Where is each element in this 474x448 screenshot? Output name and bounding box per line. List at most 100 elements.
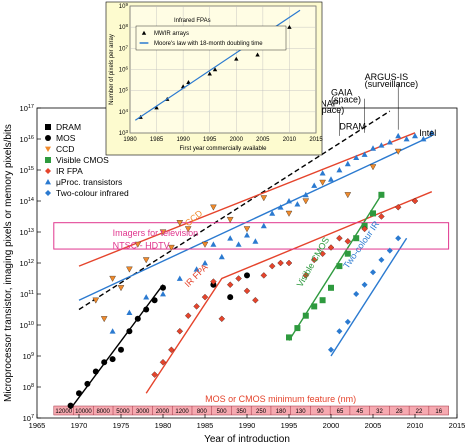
x-tick-label: 2015: [449, 421, 466, 430]
y-axis-ticks: 107 108 109 1010 1011 1012 1013 1014 1015 1016 101…: [20, 104, 41, 423]
annotation-label: (surveillance): [365, 79, 419, 89]
data-point: [403, 136, 410, 142]
data-point: [176, 220, 184, 227]
data-point: [277, 259, 284, 267]
feature-size-label: 65: [337, 409, 344, 415]
x-tick-label: 1985: [197, 421, 214, 430]
x-axis-ticks: 1965 1970 1975 1980 1985 1990 1995 2000 2005 2010…: [29, 414, 466, 430]
data-point: [226, 217, 234, 223]
data-point: [394, 203, 402, 211]
annotation-label: SNAP: [314, 98, 339, 108]
data-point: [319, 297, 326, 304]
data-point: [420, 136, 427, 142]
data-point: [160, 291, 166, 297]
data-point: [277, 204, 284, 210]
y-tick-label: 1015: [20, 166, 34, 175]
x-tick-label: 1980: [155, 421, 172, 430]
inset-x-tick-label: 1990: [176, 137, 190, 143]
data-point: [202, 260, 208, 266]
data-point: [395, 132, 402, 139]
data-point: [294, 325, 301, 332]
y-tick-label: 107: [23, 414, 34, 423]
inset-data-point: [212, 67, 218, 72]
data-point: [386, 247, 393, 254]
tv-imager-box: [53, 222, 450, 250]
data-point: [227, 235, 234, 241]
data-point: [370, 269, 376, 276]
data-point: [201, 241, 209, 248]
legend-marker: [45, 190, 51, 196]
annotation-label: NTSC - HDTV: [113, 240, 170, 250]
inset-legend-marker: [141, 30, 147, 35]
data-point: [67, 402, 74, 409]
data-point: [243, 226, 251, 233]
data-point: [294, 201, 301, 207]
data-point: [378, 191, 385, 198]
data-point: [428, 129, 435, 136]
data-point: [101, 359, 108, 366]
inset-x-tick-label: 2000: [230, 137, 244, 143]
data-point: [260, 222, 267, 229]
trend-line: [78, 135, 433, 301]
annotation-label: ARGUS-IS: [365, 72, 409, 82]
data-point: [336, 263, 343, 270]
feature-size-label: 1200: [175, 409, 189, 415]
inset-data-point: [287, 24, 292, 29]
data-point: [328, 284, 334, 291]
data-point: [344, 318, 351, 325]
y-tick-label: 108: [23, 383, 34, 392]
data-point: [302, 272, 310, 279]
data-point: [235, 241, 242, 247]
data-point: [286, 198, 292, 204]
inset-chart: 1980 1985 1990 1995 2000 2005 2010 2015 103 104 10…: [105, 1, 323, 156]
legend-entry: MOS: [56, 133, 76, 143]
inset-data-point: [255, 52, 260, 57]
data-point: [151, 371, 158, 378]
x-tick-label: 1970: [71, 421, 88, 430]
data-point: [235, 275, 242, 282]
x-tick-label: 1965: [29, 421, 46, 430]
trend-line: [78, 132, 416, 267]
data-point: [344, 160, 351, 167]
legend-marker: [45, 179, 51, 185]
feature-size-label: 90: [317, 409, 324, 415]
feature-size-label: 16: [435, 409, 442, 415]
y-tick-label: 1013: [20, 228, 34, 237]
data-point: [412, 132, 418, 139]
inset-x-tick-label: 2015: [309, 137, 323, 143]
data-point: [344, 192, 352, 199]
data-point: [84, 380, 91, 387]
data-point: [268, 262, 276, 270]
data-point: [260, 272, 268, 279]
x-tick-label: 2000: [323, 421, 340, 430]
data-point: [109, 356, 116, 363]
data-point: [142, 257, 150, 264]
data-point: [310, 256, 318, 264]
data-point: [218, 315, 226, 323]
data-point: [336, 167, 343, 173]
data-point: [328, 346, 334, 353]
data-point: [327, 244, 335, 251]
y-tick-label: 109: [23, 352, 34, 361]
data-point: [210, 241, 217, 247]
x-tick-label: 1990: [239, 421, 256, 430]
annotation-label: DRAM: [339, 122, 366, 132]
feature-size-label: 130: [296, 409, 307, 415]
feature-size-label: 2000: [156, 409, 170, 415]
data-point: [92, 297, 100, 304]
data-point: [117, 285, 125, 292]
x-axis-label: Year of introduction: [204, 434, 290, 445]
annotation-label: Imagers for television: [113, 228, 199, 238]
data-point: [244, 272, 250, 279]
data-point: [210, 204, 217, 211]
feature-size-label: 22: [416, 409, 423, 415]
data-point: [302, 198, 310, 205]
inset-y-tick-label: 107: [119, 44, 129, 52]
trend-lines: [70, 110, 433, 410]
data-point: [244, 232, 250, 238]
data-point: [159, 358, 167, 366]
data-point: [252, 238, 259, 244]
annotation-label: (space): [314, 105, 344, 115]
data-point: [210, 278, 217, 285]
data-point: [285, 210, 293, 217]
